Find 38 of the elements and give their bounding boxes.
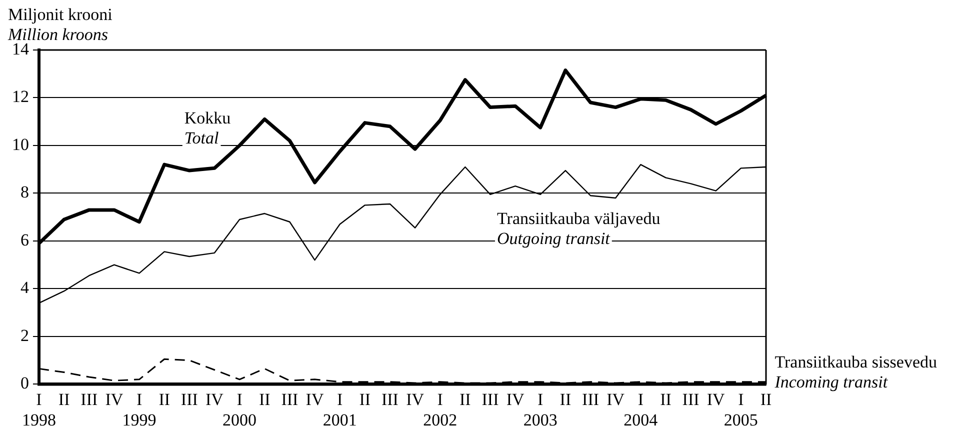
x-tick-label: II	[660, 390, 672, 409]
x-tick-label: III	[281, 390, 299, 409]
x-tick-label: I 1999	[122, 390, 156, 430]
y-tick-label: 6	[20, 230, 29, 250]
x-tick-label: IV	[206, 390, 224, 409]
x-tick-label: I 2001	[322, 390, 357, 430]
x-tick-label: I 2000	[222, 390, 257, 430]
x-tick-label: I 2004	[624, 390, 658, 430]
y-tick-label: 4	[20, 278, 30, 298]
x-tick-label: IV	[406, 390, 425, 409]
x-tick-label: II	[560, 390, 572, 409]
series-label: Transiitkauba sissevedu Incoming transit	[774, 352, 938, 392]
x-tick-label: I 2002	[423, 390, 458, 430]
x-tick-label: II	[158, 390, 170, 409]
x-tick-label: III	[180, 390, 198, 409]
x-tick-label: IV	[706, 390, 726, 409]
x-tick-label: I 2005	[724, 390, 758, 430]
x-tick-label: III	[381, 390, 399, 409]
x-tick-label: IV	[105, 390, 124, 409]
x-tick-label: IV	[306, 390, 324, 409]
x-tick-label: II	[460, 390, 472, 409]
y-tick-label: 8	[20, 182, 29, 202]
x-tick-label: II	[359, 390, 371, 409]
x-tick-label: IV	[606, 390, 626, 409]
x-tick-label: IV	[506, 390, 525, 409]
x-tick-label: III	[682, 390, 700, 409]
y-tick-label: 2	[20, 326, 29, 345]
x-tick-label: III	[80, 390, 98, 409]
y-tick-label: 10	[12, 134, 29, 154]
x-tick-label: II	[258, 390, 271, 409]
x-tick-label: II	[58, 390, 70, 409]
y-tick-label: 12	[12, 87, 29, 106]
x-tick-label: I 2003	[523, 390, 558, 430]
series-label: Transiitkauba väljavedu Outgoing transit	[497, 208, 661, 248]
x-tick-label: III	[582, 390, 600, 409]
x-tick-label: III	[482, 390, 500, 409]
series-label: Kokku Total	[184, 108, 232, 148]
x-tick-label: II	[760, 390, 772, 409]
